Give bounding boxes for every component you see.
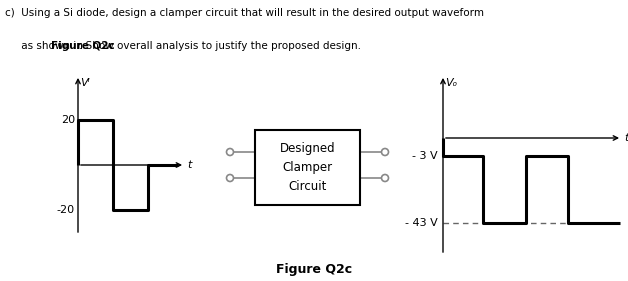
Text: - 43 V: - 43 V [405,218,438,228]
Circle shape [227,175,234,182]
Text: Figure Q2c: Figure Q2c [51,41,115,51]
Text: Vₒ: Vₒ [445,78,457,88]
Circle shape [381,148,389,155]
Circle shape [227,148,234,155]
Text: - 3 V: - 3 V [413,151,438,161]
Bar [255,130,360,205]
Text: Figure Q2c: Figure Q2c [276,264,352,277]
Text: -20: -20 [57,205,75,215]
Text: 20: 20 [61,115,75,125]
Text: t: t [624,133,628,143]
Text: Vᴵ: Vᴵ [80,78,90,88]
Text: c)  Using a Si diode, design a clamper circuit that will result in the desired o: c) Using a Si diode, design a clamper ci… [5,8,484,19]
Text: as shown in: as shown in [5,41,86,51]
Text: t: t [187,160,192,170]
Text: . Show overall analysis to justify the proposed design.: . Show overall analysis to justify the p… [78,41,360,51]
Text: Designed
Clamper
Circuit: Designed Clamper Circuit [279,142,335,193]
Circle shape [381,175,389,182]
